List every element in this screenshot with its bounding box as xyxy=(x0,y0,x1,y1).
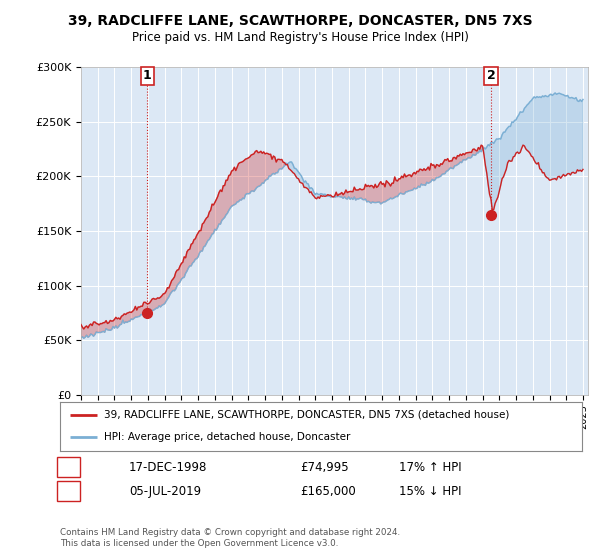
Text: 17% ↑ HPI: 17% ↑ HPI xyxy=(399,460,461,474)
Text: 05-JUL-2019: 05-JUL-2019 xyxy=(129,484,201,498)
Text: 2: 2 xyxy=(64,484,73,498)
Text: Contains HM Land Registry data © Crown copyright and database right 2024.
This d: Contains HM Land Registry data © Crown c… xyxy=(60,528,400,548)
Text: HPI: Average price, detached house, Doncaster: HPI: Average price, detached house, Donc… xyxy=(104,432,351,442)
Text: 1: 1 xyxy=(143,69,152,82)
Text: 1: 1 xyxy=(64,460,73,474)
Text: 17-DEC-1998: 17-DEC-1998 xyxy=(129,460,208,474)
Text: 15% ↓ HPI: 15% ↓ HPI xyxy=(399,484,461,498)
Text: £165,000: £165,000 xyxy=(300,484,356,498)
FancyBboxPatch shape xyxy=(484,67,497,85)
Text: £74,995: £74,995 xyxy=(300,460,349,474)
FancyBboxPatch shape xyxy=(141,67,154,85)
Text: 39, RADCLIFFE LANE, SCAWTHORPE, DONCASTER, DN5 7XS: 39, RADCLIFFE LANE, SCAWTHORPE, DONCASTE… xyxy=(68,14,532,28)
Text: 39, RADCLIFFE LANE, SCAWTHORPE, DONCASTER, DN5 7XS (detached house): 39, RADCLIFFE LANE, SCAWTHORPE, DONCASTE… xyxy=(104,410,510,420)
Text: Price paid vs. HM Land Registry's House Price Index (HPI): Price paid vs. HM Land Registry's House … xyxy=(131,31,469,44)
Text: 2: 2 xyxy=(487,69,496,82)
